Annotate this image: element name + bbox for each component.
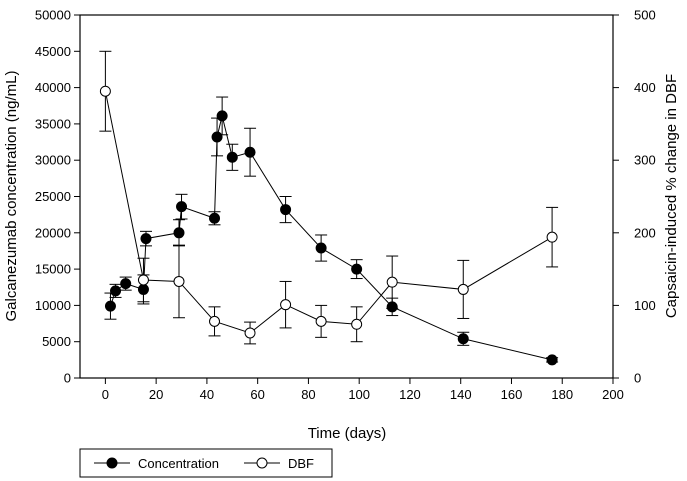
- legend: Concentration DBF: [79, 448, 333, 478]
- y-axis-right: 0 100 200 300 400 500: [613, 8, 656, 386]
- y-right-tick-label: 300: [634, 153, 656, 168]
- concentration-point: [315, 242, 327, 254]
- y-left-tick-label: 10000: [35, 298, 71, 313]
- concentration-point: [244, 146, 256, 158]
- y-right-tick-label: 200: [634, 225, 656, 240]
- concentration-point: [176, 201, 188, 213]
- y-right-tick-label: 500: [634, 8, 656, 23]
- x-tick-label: 140: [450, 387, 472, 402]
- y-left-tick-label: 20000: [35, 225, 71, 240]
- x-tick-label: 60: [250, 387, 264, 402]
- series-dbf: [99, 50, 559, 345]
- dbf-point: [173, 275, 185, 287]
- dbf-point: [280, 299, 292, 311]
- concentration-point: [140, 233, 152, 245]
- series-concentration: [104, 96, 559, 366]
- y-left-tick-label: 45000: [35, 44, 71, 59]
- y-left-tick-label: 50000: [35, 8, 71, 23]
- dbf-point: [457, 283, 469, 295]
- y-left-tick-label: 30000: [35, 153, 71, 168]
- dbf-point: [244, 327, 256, 339]
- x-tick-label: 20: [149, 387, 163, 402]
- dbf-point: [209, 315, 221, 327]
- concentration-point: [216, 110, 228, 122]
- x-tick-label: 80: [301, 387, 315, 402]
- x-tick-label: 120: [399, 387, 421, 402]
- concentration-point: [211, 131, 223, 143]
- y-axis-right-title: Capsaicin-induced % change in DBF: [663, 74, 680, 318]
- dbf-point: [137, 274, 149, 286]
- concentration-point: [457, 333, 469, 345]
- dbf-point: [315, 315, 327, 327]
- concentration-point: [110, 285, 122, 297]
- concentration-point: [173, 227, 185, 239]
- concentration-point: [104, 300, 116, 312]
- x-axis: 0 20 40 60 80 100 120 140 160 180 200: [102, 378, 624, 402]
- y-right-tick-label: 100: [634, 298, 656, 313]
- concentration-point: [209, 212, 221, 224]
- legend-label-concentration: Concentration: [138, 456, 219, 471]
- legend-label-dbf: DBF: [288, 456, 314, 471]
- dbf-point: [386, 276, 398, 288]
- x-axis-title: Time (days): [308, 425, 387, 442]
- legend-marker-concentration: [106, 457, 118, 469]
- concentration-point: [120, 278, 132, 290]
- concentration-point: [226, 151, 238, 163]
- y-left-tick-label: 0: [64, 371, 71, 386]
- y-left-tick-label: 40000: [35, 80, 71, 95]
- x-tick-label: 100: [348, 387, 370, 402]
- concentration-point: [351, 263, 363, 275]
- x-tick-label: 160: [501, 387, 523, 402]
- dbf-point: [351, 318, 363, 330]
- dbf-point: [546, 231, 558, 243]
- x-tick-label: 0: [102, 387, 109, 402]
- x-tick-label: 180: [551, 387, 573, 402]
- x-tick-label: 200: [602, 387, 624, 402]
- y-axis-left: 0 5000 10000 15000 20000 25000 30000 35000 40000…: [35, 8, 80, 386]
- x-tick-label: 40: [200, 387, 214, 402]
- concentration-point: [280, 204, 292, 216]
- dbf-point: [99, 85, 111, 97]
- concentration-point: [546, 354, 558, 366]
- dbf-line: [104, 91, 553, 334]
- y-left-tick-label: 35000: [35, 116, 71, 131]
- series-layer: [99, 50, 559, 366]
- y-left-tick-label: 5000: [42, 334, 71, 349]
- y-left-tick-label: 25000: [35, 189, 71, 204]
- y-left-tick-label: 15000: [35, 262, 71, 277]
- y-axis-left-title: Galcanezumab concentration (ng/mL): [3, 71, 20, 322]
- legend-marker-dbf: [256, 457, 268, 469]
- concentration-line: [109, 115, 553, 361]
- y-right-tick-label: 0: [634, 371, 641, 386]
- y-right-tick-label: 400: [634, 80, 656, 95]
